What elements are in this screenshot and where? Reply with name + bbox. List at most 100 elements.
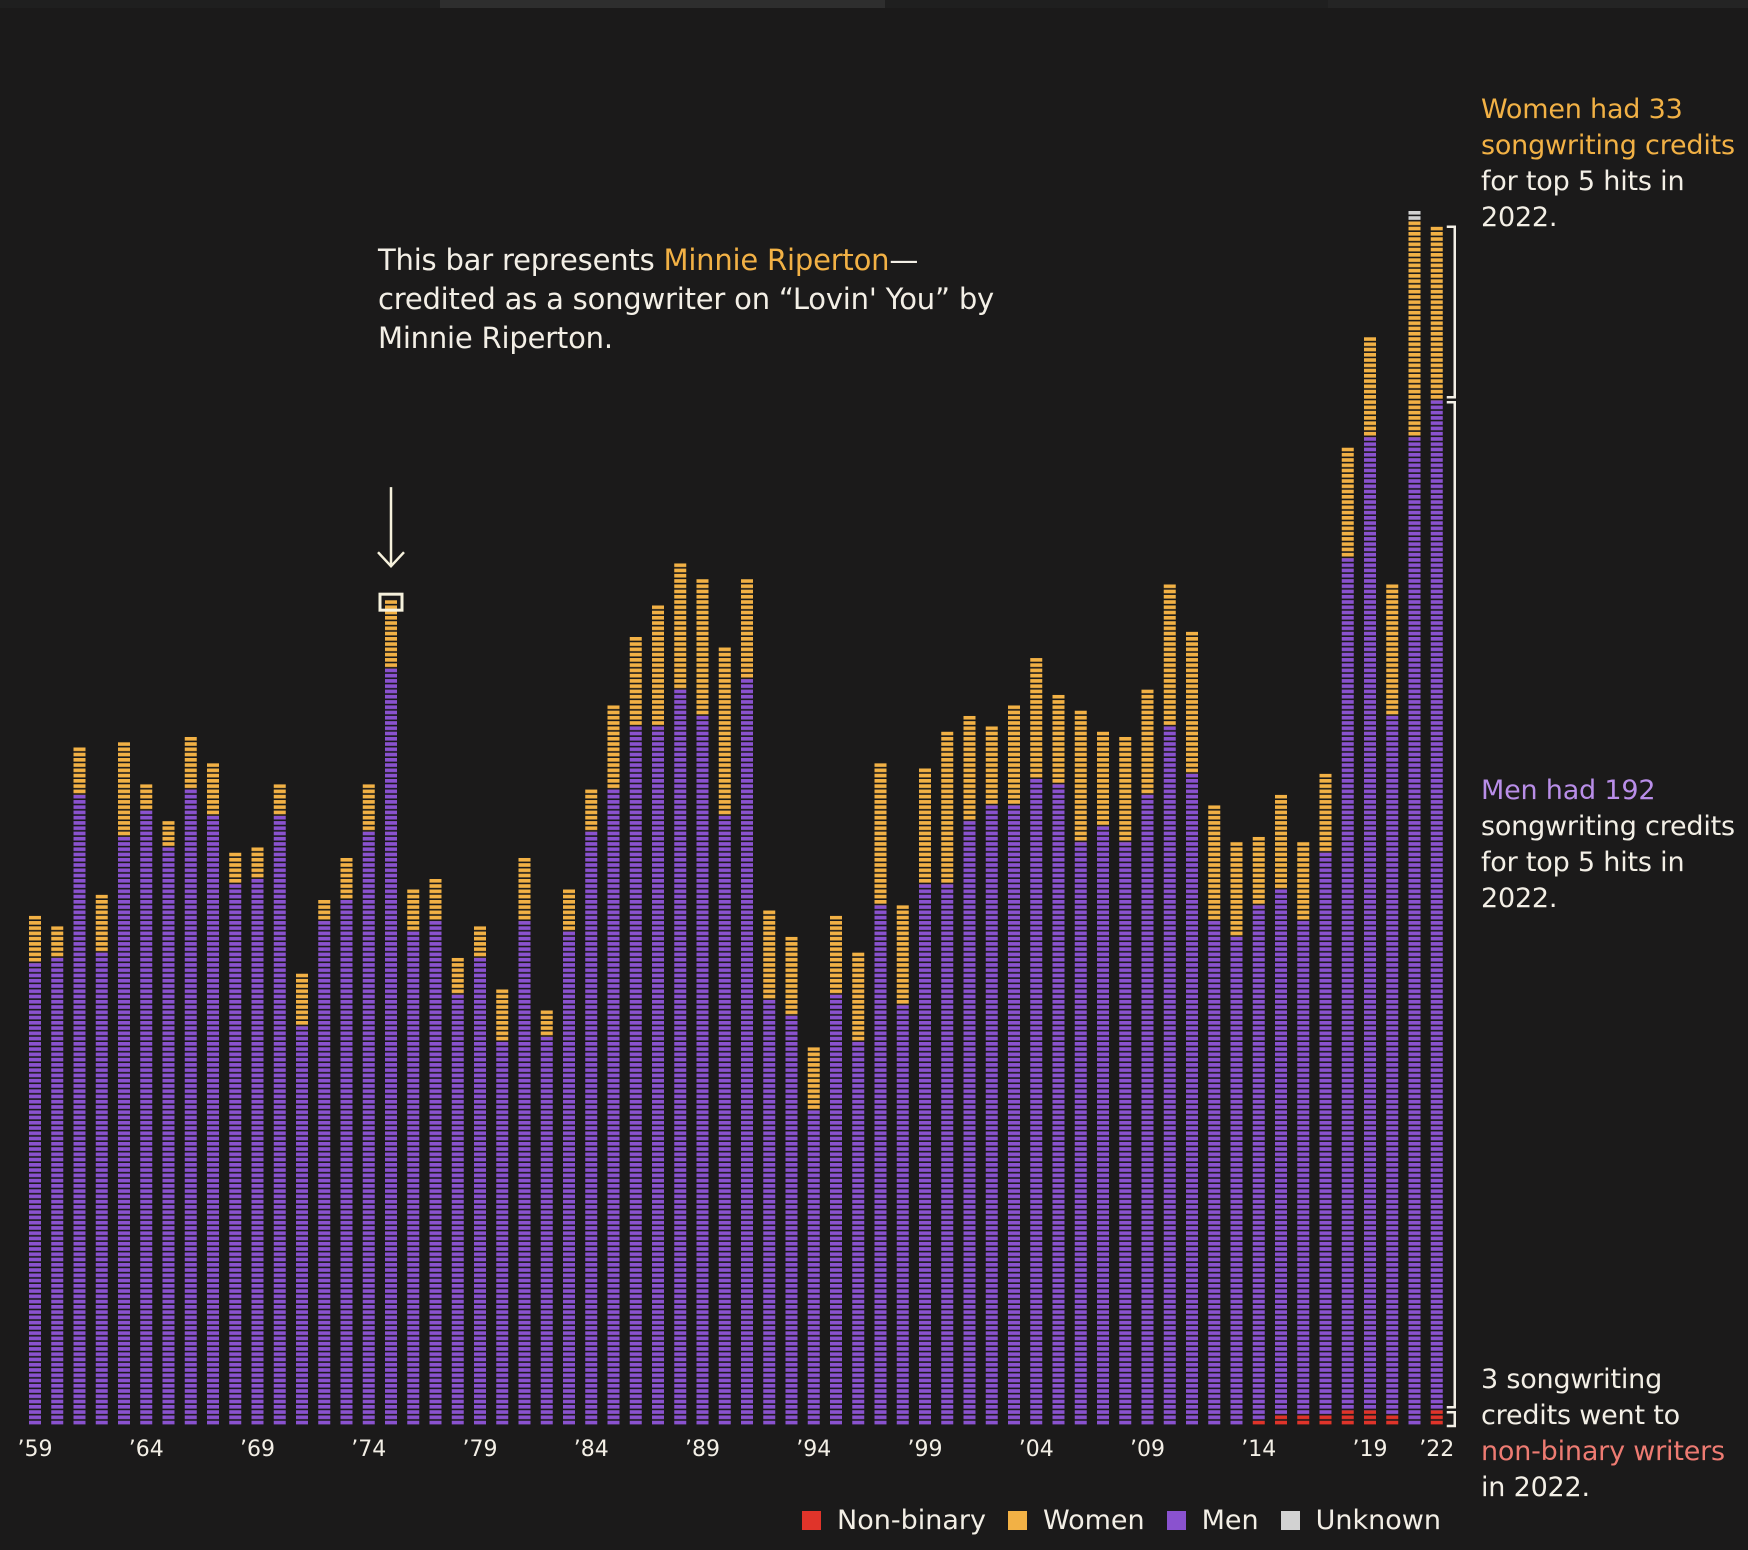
bar-2010 — [1163, 584, 1176, 1426]
bar-segment-nonbinary-2022 — [1430, 1410, 1443, 1426]
bars — [29, 210, 1443, 1426]
bar-1964 — [140, 784, 153, 1426]
x-tick-label: ’64 — [129, 1437, 164, 1462]
bar-segment-men-2013 — [1230, 936, 1243, 1426]
bar-1959 — [29, 915, 41, 1426]
bar-segment-men-2015 — [1275, 889, 1287, 1416]
legend-label-unknown: Unknown — [1315, 1504, 1441, 1536]
bar-2004 — [1030, 658, 1043, 1426]
bar-segment-men-1996 — [852, 1042, 865, 1426]
bar-segment-men-2011 — [1186, 773, 1198, 1426]
bar-segment-women-2018 — [1341, 447, 1354, 559]
bar-segment-women-1963 — [118, 742, 130, 837]
bracket-nonbinary — [1446, 1410, 1456, 1428]
bar-2021 — [1408, 210, 1421, 1426]
bar-1990 — [718, 647, 731, 1426]
bar-segment-women-2004 — [1030, 658, 1043, 780]
bar-segment-men-2006 — [1074, 842, 1087, 1426]
bar-segment-men-1969 — [251, 878, 264, 1426]
bar-segment-men-2016 — [1297, 921, 1310, 1416]
bar-segment-women-2021 — [1408, 221, 1421, 438]
bar-segment-men-2010 — [1163, 726, 1176, 1426]
bar-segment-women-1998 — [896, 905, 909, 1006]
bar-segment-women-1987 — [652, 605, 664, 727]
bar-segment-men-1998 — [896, 1005, 909, 1426]
bar-segment-women-2022 — [1430, 226, 1443, 401]
bar-segment-men-1975 — [385, 668, 397, 1426]
bar-segment-men-1997 — [874, 905, 887, 1426]
bar-segment-men-2009 — [1141, 794, 1154, 1426]
bar-1969 — [251, 847, 264, 1426]
bar-segment-men-1988 — [674, 689, 687, 1426]
annotation-minnie-riperton: This bar represents Minnie Riperton—cred… — [378, 241, 998, 358]
bar-segment-nonbinary-2015 — [1275, 1415, 1287, 1426]
bar-segment-women-1980 — [496, 989, 509, 1043]
bar-2012 — [1208, 805, 1221, 1426]
legend-swatch-women — [1007, 1510, 1027, 1530]
bar-segment-women-1993 — [785, 936, 798, 1016]
bar-segment-women-2010 — [1163, 584, 1176, 727]
bar-1987 — [652, 605, 664, 1426]
note-women-2022: Women had 33 songwriting credits for top… — [1481, 92, 1741, 236]
bar-segment-men-1978 — [451, 994, 464, 1426]
bar-segment-women-1986 — [629, 637, 642, 727]
bar-1982 — [540, 1010, 553, 1426]
arrow-down-icon — [377, 487, 405, 569]
bar-segment-men-1989 — [696, 715, 709, 1426]
bar-segment-men-1983 — [563, 931, 575, 1426]
bar-segment-men-1971 — [296, 1026, 308, 1426]
bar-2011 — [1186, 631, 1198, 1426]
note-men-highlight: Men had 192 — [1481, 775, 1656, 806]
bar-2019 — [1364, 337, 1376, 1426]
bar-segment-women-2011 — [1186, 631, 1198, 774]
bar-segment-women-1975 — [385, 600, 397, 669]
bar-1978 — [451, 957, 464, 1426]
bar-segment-men-2003 — [1008, 805, 1020, 1426]
legend-label-men: Men — [1201, 1504, 1259, 1536]
bar-segment-men-1981 — [518, 921, 531, 1426]
top-strip — [0, 0, 1748, 8]
bar-1980 — [496, 989, 509, 1426]
bar-segment-men-1966 — [184, 789, 197, 1426]
bar-1963 — [118, 742, 130, 1426]
bar-1966 — [184, 736, 197, 1426]
bar-segment-women-2019 — [1364, 337, 1376, 438]
bar-1977 — [429, 878, 442, 1426]
bar-segment-women-2007 — [1097, 731, 1109, 827]
bar-segment-women-1964 — [140, 784, 153, 811]
bar-segment-men-1979 — [474, 957, 486, 1426]
x-tick-label: ’84 — [574, 1437, 609, 1462]
bar-segment-women-1976 — [407, 889, 420, 932]
bar-1994 — [807, 1047, 820, 1426]
bar-2009 — [1141, 689, 1154, 1426]
x-tick-label: ’79 — [463, 1437, 498, 1462]
legend-label-women: Women — [1042, 1504, 1145, 1536]
bar-1984 — [585, 789, 598, 1426]
bar-segment-men-1960 — [51, 957, 64, 1426]
legend-swatch-nonbinary — [802, 1510, 821, 1530]
x-tick-label: ’22 — [1419, 1437, 1454, 1462]
bracket-women — [1446, 225, 1456, 399]
bar-segment-men-2012 — [1208, 921, 1221, 1426]
bar-segment-women-1994 — [807, 1047, 820, 1111]
bar-2005 — [1052, 694, 1065, 1426]
bar-segment-women-1991 — [741, 579, 753, 680]
legend-swatch-unknown — [1280, 1510, 1300, 1530]
bar-segment-men-1991 — [741, 679, 753, 1426]
bar-segment-men-1987 — [652, 726, 664, 1426]
bar-segment-men-2005 — [1052, 784, 1065, 1426]
bar-segment-women-1965 — [162, 821, 175, 848]
bar-segment-women-1970 — [273, 784, 286, 816]
bar-segment-women-1973 — [340, 857, 353, 900]
bar-2003 — [1008, 705, 1020, 1426]
bar-1962 — [95, 894, 108, 1426]
bar-segment-women-1960 — [51, 926, 64, 958]
bar-1986 — [629, 637, 642, 1426]
bar-segment-women-1962 — [95, 894, 108, 953]
x-axis-ticks: ’59 ’64 ’69 ’74 ’79 ’84 ’89 ’94 ’99 ’04 ’09 ’14 ’19 ’… — [18, 1437, 1455, 1462]
note-women-highlight: Women had 33 songwriting credits — [1481, 94, 1735, 161]
bar-segment-women-1995 — [830, 915, 842, 995]
bar-segment-men-2018 — [1341, 558, 1354, 1411]
bar-segment-women-2017 — [1319, 773, 1332, 853]
bar-segment-women-2020 — [1386, 584, 1399, 716]
